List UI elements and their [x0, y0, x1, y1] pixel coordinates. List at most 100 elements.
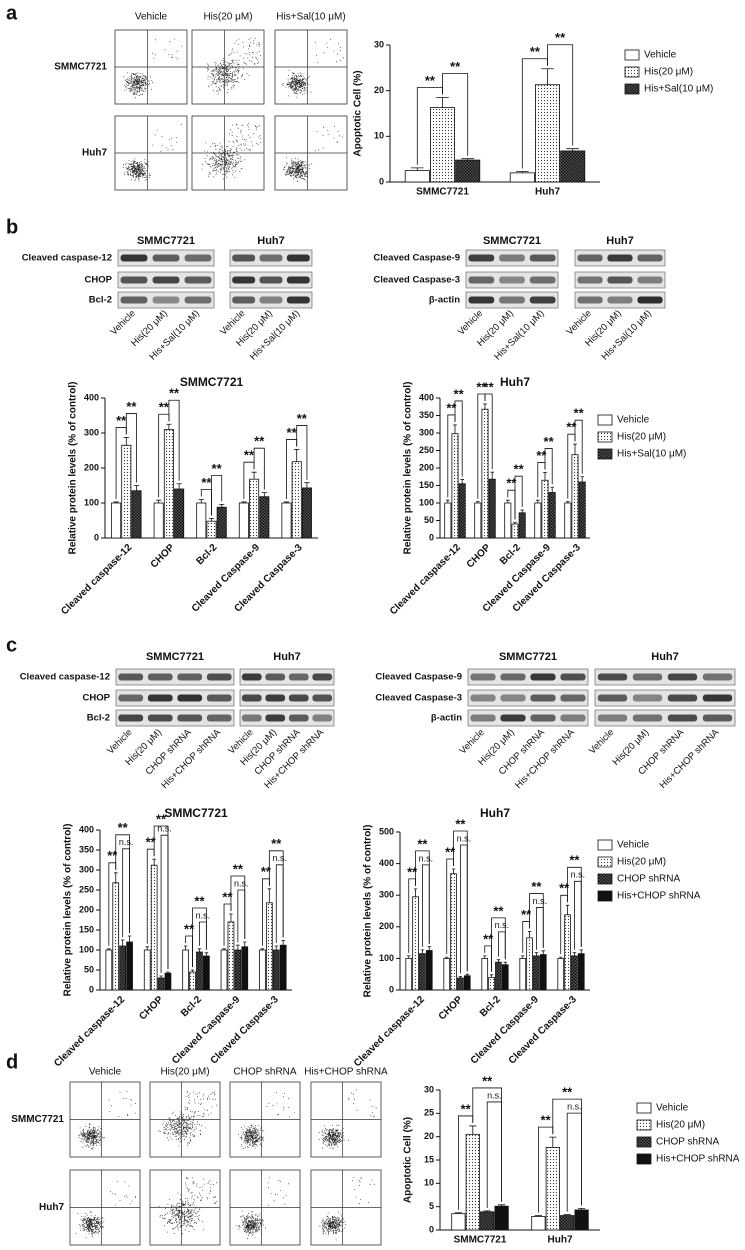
significance-bracket [574, 419, 583, 474]
significance-bracket [491, 917, 506, 972]
flow-dots [75, 1181, 136, 1238]
row-label: CHOP [83, 693, 111, 704]
row-label: β-actin [429, 295, 460, 306]
x-tick-label: Bcl-2 [194, 542, 219, 567]
bar [518, 512, 526, 539]
error-bar [489, 974, 494, 978]
blot-band [470, 714, 496, 722]
blot-band [265, 694, 286, 702]
error-bar [516, 171, 529, 173]
bar [480, 1211, 495, 1231]
significance-bracket [552, 1098, 582, 1206]
blot-band [118, 694, 144, 702]
panel-label: c [6, 634, 17, 656]
significance-label: ** [212, 461, 223, 476]
legend-label: Vehicle [617, 415, 650, 426]
error-bar [114, 872, 118, 883]
significance-label: n.s. [196, 910, 211, 920]
error-bar [222, 948, 226, 950]
error-bar [536, 499, 540, 503]
significance-bracket [547, 44, 574, 146]
error-bar [566, 148, 579, 151]
blot-strip [115, 709, 235, 727]
significance-label: ** [445, 844, 456, 859]
blot-band [288, 694, 309, 702]
blot-band [560, 673, 586, 681]
bar [474, 502, 482, 539]
lane-label: Vehicle [564, 308, 593, 337]
error-bar [120, 939, 125, 946]
significance-bracket [268, 850, 284, 938]
blot-band [637, 296, 663, 304]
blot-band [147, 694, 173, 702]
bar [511, 523, 519, 539]
y-tick-label: 0 [389, 984, 394, 994]
bar [227, 921, 235, 991]
error-bar [107, 948, 111, 950]
significance-label: ** [407, 864, 418, 879]
legend-swatch [597, 873, 613, 885]
significance-label: ** [233, 861, 244, 876]
significance-label: ** [484, 379, 495, 394]
error-bar [133, 485, 140, 491]
cell-line-header: SMMC7721 [146, 651, 204, 663]
error-bar [407, 955, 411, 959]
error-bar [152, 858, 156, 866]
significance-bracket [422, 864, 430, 947]
row-label: Cleaved caspase-12 [20, 672, 110, 683]
flow-dots [158, 1177, 218, 1235]
bar [451, 433, 459, 539]
x-tick-label: CHOP [137, 994, 165, 1022]
blot-band [637, 254, 663, 262]
legend-label: His(20 μM) [617, 857, 666, 868]
legend-swatch [597, 890, 613, 902]
significance-label: ** [574, 406, 585, 421]
blot-band [120, 296, 148, 304]
column-label: His(20 μM) [160, 1067, 209, 1078]
bar [504, 502, 512, 539]
bar [259, 496, 270, 539]
y-tick-label: 150 [419, 480, 434, 490]
significance-label: ** [254, 434, 265, 449]
flow-dots [123, 38, 183, 99]
error-bar [208, 518, 215, 522]
blot-band [241, 673, 262, 681]
y-tick-label: 200 [419, 462, 434, 472]
significance-label: ** [297, 411, 308, 426]
column-label: His(20 μM) [203, 12, 252, 23]
column-label: His+Sal(10 μM) [276, 12, 345, 23]
bar [301, 487, 312, 539]
blot-band [232, 276, 256, 284]
x-tick-label: CHOP [149, 542, 177, 570]
blot-band [577, 296, 603, 304]
significance-bracket [460, 844, 468, 974]
blot-band [500, 714, 526, 722]
bar [457, 977, 464, 991]
column-label: Vehicle [89, 1067, 122, 1078]
lane-label: His+CHOP shRNA [658, 727, 722, 791]
error-bar [580, 476, 584, 482]
y-tick-label: 400 [84, 392, 99, 402]
cell-line-header: Huh7 [651, 651, 679, 663]
blot-band [632, 694, 663, 702]
legend-label: His+CHOP shRNA [656, 1154, 740, 1165]
blot-band [632, 673, 663, 681]
cell-line-header: Huh7 [257, 235, 285, 247]
significance-label: ** [493, 903, 504, 918]
blot-band [499, 254, 525, 262]
x-tick-label: Cleaved caspase-12 [388, 542, 463, 617]
bar [259, 949, 266, 991]
significance-bracket [230, 875, 246, 939]
x-tick-label: Cleaved caspase-12 [352, 994, 427, 1069]
significance-label: n.s. [487, 1090, 502, 1100]
y-tick-label: 15 [424, 1154, 434, 1164]
row-label: β-actin [431, 713, 462, 724]
significance-label: ** [107, 848, 118, 863]
bar [541, 479, 549, 539]
bar [153, 502, 164, 539]
error-bar [496, 959, 501, 963]
x-tick-label: Cleaved Caspase-3 [209, 994, 282, 1067]
error-bar [476, 501, 480, 503]
error-bar [579, 949, 583, 954]
